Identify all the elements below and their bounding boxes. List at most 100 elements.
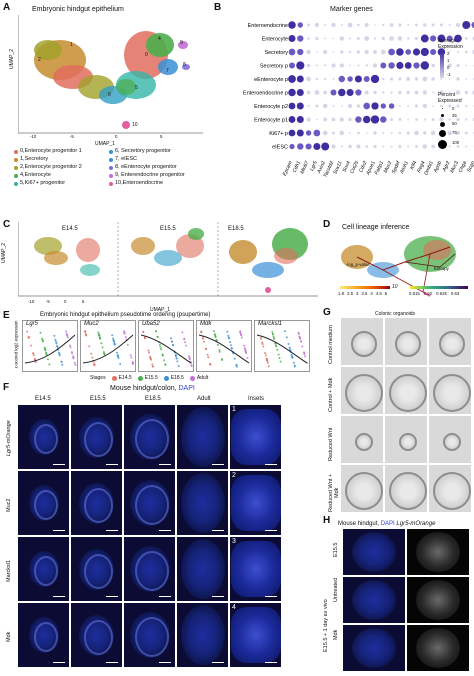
microscopy-image	[177, 537, 228, 601]
microscopy-image	[18, 603, 69, 667]
pseudotime-plot: Marcksl1	[254, 320, 310, 372]
dotplot-dot	[306, 90, 311, 95]
dotplot-dot	[340, 145, 343, 148]
dotplot-dot	[373, 144, 377, 149]
dotplot-dot	[448, 118, 451, 121]
dotplot-dot	[297, 143, 304, 150]
dotplot-dot	[448, 145, 451, 148]
pvalue-tick: 3.5	[361, 291, 368, 296]
dotplot-dot	[371, 102, 379, 110]
dotplot-gene-label: Fabp1	[374, 160, 386, 176]
dotplot-gene-label: Sox11	[332, 160, 343, 175]
panel-f-row-label-1: Muc2	[6, 498, 12, 512]
dotplot-dot	[288, 129, 296, 137]
dotplot-dot	[297, 22, 304, 28]
dotplot-dot	[447, 63, 452, 68]
legend-swatch	[14, 157, 18, 162]
panel-c-letter: C	[3, 219, 11, 230]
inset-number: 3	[232, 538, 236, 545]
organoid-image	[429, 318, 471, 365]
dotplot-dot	[313, 142, 321, 151]
dotplot-dot	[373, 50, 377, 54]
dotplot-dot	[397, 36, 403, 41]
panel-f-row-label-2: Marcksl1	[6, 560, 12, 583]
microscopy-image	[18, 405, 69, 469]
dotplot-gene-label: Col25	[349, 160, 360, 175]
dotplot-row-label: Enterocyte	[262, 37, 288, 43]
organoid-image	[341, 416, 383, 463]
dotplot-dot	[407, 24, 410, 26]
dotplot-dot	[313, 129, 321, 137]
dotplot-dot	[447, 130, 452, 136]
dotplot-dot	[448, 91, 451, 94]
dotplot-dot	[432, 105, 435, 107]
panel-e-pseudotime-plots: Lgr5 Muc2 Uba52 Mdk Marcksl1	[22, 320, 322, 372]
organoid-image	[341, 367, 383, 414]
dotplot-dot	[422, 103, 427, 109]
dotplot-dot	[431, 23, 435, 27]
dotplot-dot	[296, 75, 304, 83]
dotplot-dot	[296, 115, 304, 124]
cluster-number-4: 4	[158, 36, 161, 42]
inset-number: 4	[232, 604, 236, 611]
dotplot-dot	[407, 145, 410, 148]
cluster-number-0: 0	[145, 52, 148, 58]
legend-item: 7, eIESC	[109, 156, 214, 163]
cluster-number-8: 8	[183, 62, 186, 68]
stage-label: E18.5	[170, 375, 184, 381]
dotplot-gene-label: Apob	[432, 160, 443, 174]
dotplot-dot	[464, 50, 468, 54]
lgr5-image	[407, 529, 469, 575]
panel-g-organoid-grid	[341, 318, 471, 516]
dotplot-dot	[374, 24, 376, 26]
dotplot-dot	[314, 90, 320, 95]
dotplot-dot	[370, 74, 380, 84]
dotplot-dot	[440, 104, 443, 108]
panel-d-pvalue-ticks: 1.8 2.5 3 3.5 4 4.5 5	[338, 291, 387, 296]
dotplot-dot	[406, 37, 410, 40]
legend-label: 1,Secretory	[20, 156, 49, 162]
dotplot-dot	[356, 50, 361, 54]
dotplot-dot	[316, 51, 318, 53]
legend-item: 2,Enterocyte progenitor 2	[14, 164, 109, 171]
dotplot-dot	[456, 145, 460, 148]
dotplot-dot	[354, 75, 362, 83]
dotplot-dot	[439, 117, 444, 122]
dotplot-dot	[364, 49, 369, 55]
pseudotime-gene-label: Lgr5	[26, 321, 39, 327]
pseudotime-gene-label: Mdk	[200, 321, 212, 327]
dotplot-dot	[457, 51, 459, 53]
dotplot-dot	[440, 78, 443, 80]
microscopy-image	[177, 471, 228, 535]
dotplot-dot	[324, 77, 327, 81]
dotplot-dot	[415, 145, 418, 148]
dotplot-dot	[362, 115, 371, 124]
dotplot-dot	[357, 131, 360, 135]
dotplot-dot	[321, 142, 330, 151]
dotplot-dot	[332, 78, 335, 80]
dotplot-dot	[414, 104, 419, 108]
dotplot-dot	[382, 131, 385, 135]
dotplot-dot	[314, 22, 320, 28]
legend-b-pct-2: 50	[452, 121, 457, 126]
legend-label: 5,Ki67+ progenitor	[20, 180, 66, 186]
dotplot-dot	[331, 117, 336, 122]
legend-b-pct-4: 100	[452, 140, 460, 145]
organoid-image	[385, 367, 427, 414]
dotplot-gene-label: Muc3	[449, 160, 460, 174]
legend-b-pct-0: 0	[452, 106, 455, 111]
dotplot-dot	[414, 77, 419, 81]
dotplot-dot	[296, 88, 304, 97]
dotplot-dot	[305, 143, 312, 150]
panel-d-entropy-ticks: 0.615 0.62 0.625 0.63	[409, 291, 459, 296]
inset-image: 4	[230, 603, 281, 667]
panel-f-col-1: E15.5	[90, 396, 106, 402]
cluster-number-10: 10	[132, 122, 138, 128]
cluster-number-2: 2	[38, 57, 41, 63]
dotplot-dot	[423, 131, 427, 135]
organoid-image	[385, 465, 427, 512]
microscopy-image	[71, 405, 122, 469]
dotplot-dot	[332, 104, 335, 108]
dotplot-dot	[373, 37, 377, 40]
legend-b-expression-bar	[440, 52, 444, 78]
